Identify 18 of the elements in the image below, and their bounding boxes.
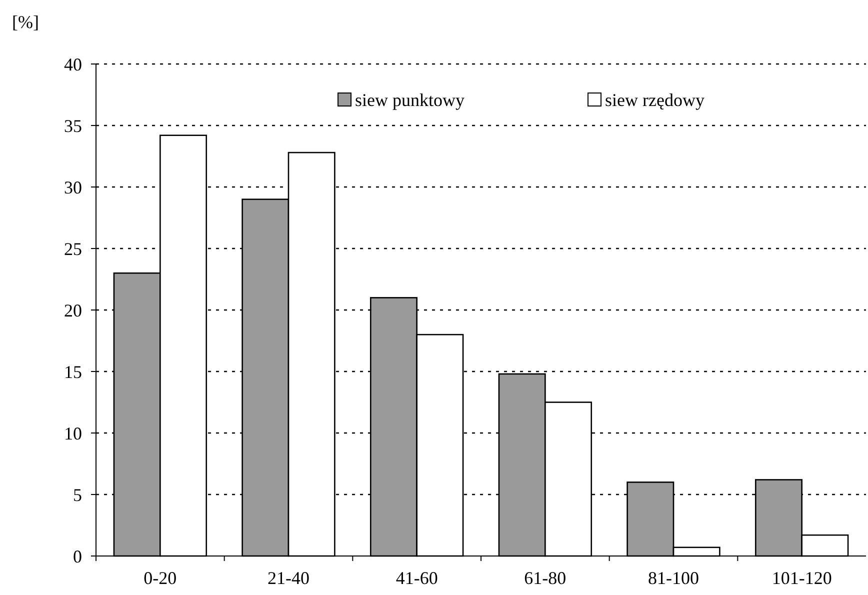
y-tick-label: 30 [64,177,82,198]
legend-label: siew punktowy [355,90,464,110]
y-tick-label: 25 [64,238,82,259]
x-tick-label: 61-80 [524,568,566,588]
y-tick-label: 0 [73,546,82,566]
y-tick-label: 15 [64,362,82,382]
x-tick-label: 41-60 [396,568,438,588]
y-axis-title: [%] [12,12,39,32]
y-tick-label: 5 [73,484,82,505]
x-tick-label: 21-40 [268,568,310,588]
legend-label: siew rzędowy [605,90,704,110]
y-tick-label: 40 [64,54,82,74]
x-tick-label: 0-20 [144,568,177,588]
y-tick-label: 20 [64,300,82,320]
y-tick-label: 35 [64,116,82,136]
x-tick-label: 101-120 [772,568,832,588]
x-tick-label: 81-100 [648,568,699,588]
y-tick-label: 10 [64,423,82,444]
